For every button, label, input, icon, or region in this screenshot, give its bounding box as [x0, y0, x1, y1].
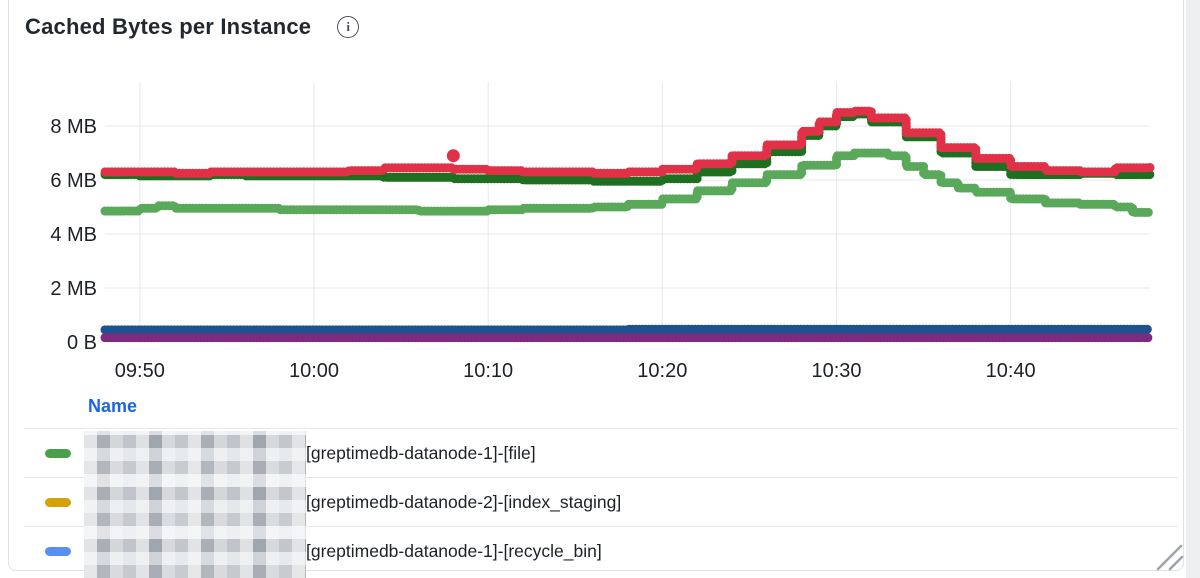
- outlier-point: [446, 149, 460, 163]
- legend-row[interactable]: [greptimedb-datanode-1]-[recycle_bin]: [24, 526, 1178, 575]
- x-axis-tick-label: 10:00: [289, 360, 339, 382]
- x-axis-tick-label: 10:40: [986, 360, 1036, 382]
- legend-series-marker: [45, 546, 71, 556]
- y-axis-tick-label: 8 MB: [50, 116, 97, 138]
- panel-resize-handle[interactable]: [1148, 538, 1188, 574]
- legend-row[interactable]: [greptimedb-datanode-2]-[index_staging]: [24, 477, 1178, 526]
- redacted-pixelated-block: [84, 431, 306, 578]
- legend-series-label: [greptimedb-datanode-1]-[file]: [306, 442, 536, 463]
- series-line-light-green-series: [100, 148, 1155, 217]
- x-axis-tick-label: 09:50: [115, 360, 165, 382]
- y-axis-tick-label: 4 MB: [50, 224, 97, 246]
- legend-row[interactable]: [greptimedb-datanode-1]-[file]: [24, 428, 1178, 477]
- x-axis-tick-label: 10:10: [463, 360, 513, 382]
- legend-series-label: [greptimedb-datanode-2]-[index_staging]: [306, 491, 622, 512]
- legend-series-marker: [45, 497, 71, 507]
- panel-title: Cached Bytes per Instance: [25, 14, 312, 39]
- panel-header: Cached Bytes per Instance i: [25, 14, 360, 40]
- y-axis-tick-label: 0 B: [67, 332, 97, 354]
- legend-series-label: [greptimedb-datanode-1]-[recycle_bin]: [306, 540, 602, 561]
- x-axis-tick-label: 10:30: [811, 360, 861, 382]
- legend-series-marker: [45, 448, 71, 458]
- series-line-red-series: [100, 106, 1155, 178]
- y-axis-tick-label: 6 MB: [50, 170, 97, 192]
- info-icon[interactable]: i: [337, 16, 360, 38]
- legend-column-header-name[interactable]: Name: [88, 396, 138, 416]
- x-axis-tick-label: 10:20: [637, 360, 687, 382]
- y-axis-tick-label: 2 MB: [50, 278, 97, 300]
- series-line-navy-flat-series: [100, 324, 1155, 335]
- page-background-strip: [1186, 0, 1200, 578]
